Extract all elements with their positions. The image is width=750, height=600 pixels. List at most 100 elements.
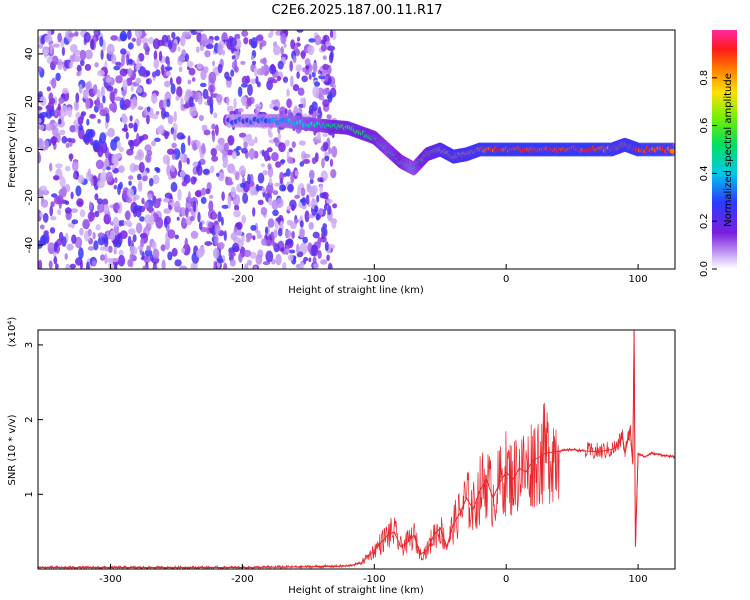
spectrogram-cell	[109, 103, 113, 112]
spectrogram-cell	[250, 37, 258, 49]
spectrogram-cell	[242, 192, 249, 204]
spectrogram-cell	[97, 69, 105, 77]
spectrogram-cell	[143, 42, 149, 51]
spectrogram-cell	[126, 197, 133, 204]
spectrogram-cell	[308, 109, 314, 115]
spectrogram-cell	[232, 200, 238, 206]
spectrogram-cell	[208, 221, 213, 229]
spectrogram-cell	[321, 191, 329, 199]
spectrogram-cell	[250, 224, 257, 231]
spectrogram-cell	[121, 127, 129, 132]
spectrogram-cell	[97, 236, 106, 246]
spectrogram-cell	[280, 33, 287, 45]
y-tick-label: 0	[24, 146, 35, 152]
spectrogram-cell	[145, 51, 150, 56]
spectrogram-cell	[70, 44, 78, 53]
spectrogram-cell	[127, 68, 133, 77]
colorbar-gradient	[712, 30, 737, 269]
spectrogram-cell	[55, 263, 59, 269]
spectrogram-cell	[282, 262, 287, 269]
spectrogram-cell	[181, 49, 187, 58]
spectrogram-cell	[212, 60, 215, 67]
spectrogram-cell	[152, 248, 160, 260]
spectrogram-cell	[279, 171, 284, 182]
spectrogram-cell	[121, 115, 128, 124]
spectrogram-cell	[278, 142, 286, 153]
spectrogram-x-label: Height of straight line (km)	[288, 285, 424, 296]
spectrogram-cell	[75, 92, 80, 103]
spectrogram-cell	[136, 36, 142, 47]
spectrogram-cell	[165, 71, 172, 77]
spectrogram-cell	[178, 160, 182, 172]
snr-y-ticks: 3 2 1	[24, 342, 43, 498]
spectrogram-cell	[312, 85, 320, 98]
spectrogram-cell	[314, 81, 321, 87]
spectrogram-cell	[322, 141, 329, 151]
spectrogram-cell	[229, 259, 236, 267]
spectrogram-cell	[253, 66, 258, 77]
spectrogram-cell	[292, 55, 297, 63]
spectrogram-cell	[307, 44, 315, 56]
spectrogram-cell	[85, 97, 90, 110]
spectrogram-cell	[78, 84, 83, 94]
spectrogram-cell	[66, 243, 74, 251]
spectrogram-cell	[105, 171, 114, 183]
spectrogram-cell	[195, 30, 204, 33]
spectrogram-cell	[317, 130, 321, 140]
spectrogram-cell	[132, 234, 137, 243]
colorbar-label: Normalized spectral amplitude	[723, 73, 734, 227]
spectrogram-cell	[257, 199, 264, 205]
spectrogram-cell	[297, 36, 301, 42]
spectrogram-cell	[138, 52, 145, 62]
spectrogram-cell	[129, 139, 135, 151]
spectrogram-cell	[220, 216, 224, 226]
spectrogram-cell	[262, 57, 267, 65]
spectrogram-cell	[156, 125, 165, 135]
spectrogram-cell	[187, 79, 192, 85]
spectrogram-cell	[302, 159, 310, 164]
spectrogram-y-ticks: 40 20 0 -20 -40	[24, 48, 43, 253]
spectrogram-cell	[227, 197, 232, 209]
spectrogram-cell	[268, 197, 273, 206]
spectrogram-cell	[205, 188, 211, 195]
spectrogram-cell	[42, 46, 50, 56]
spectrogram-cell	[99, 36, 104, 47]
spectrogram-cell	[155, 167, 161, 173]
spectrogram-cell	[237, 108, 244, 113]
spectrogram-cell	[226, 76, 232, 81]
spectrogram-cell	[136, 132, 140, 144]
spectrogram-cell	[92, 232, 96, 240]
spectrogram-cell	[97, 119, 101, 124]
spectrogram-cell	[132, 96, 137, 107]
spectrogram-cell	[131, 37, 137, 42]
y-tick-label: 40	[24, 48, 35, 61]
spectrogram-cell	[65, 263, 71, 269]
spectrogram-cell	[152, 265, 158, 269]
spectrogram-cell	[205, 43, 214, 50]
spectrogram-cell	[64, 253, 68, 260]
spectrogram-cell	[117, 254, 126, 267]
spectrogram-cell	[260, 163, 266, 168]
spectrogram-cell	[312, 256, 317, 264]
y-tick-label: 20	[24, 95, 35, 108]
spectrogram-cell	[241, 30, 249, 37]
spectrogram-cell	[194, 93, 199, 103]
spectrogram-cell	[38, 66, 43, 73]
spectrogram-cell	[97, 202, 105, 214]
spectrogram-cell	[217, 258, 224, 264]
spectrogram-cell	[289, 60, 294, 72]
spectrogram-cell	[82, 134, 91, 143]
spectrogram-cell	[117, 165, 125, 174]
spectrogram-cell	[322, 99, 330, 108]
spectrogram-cell	[70, 208, 79, 214]
spectrogram-cell	[180, 142, 186, 155]
spectrogram-cell	[164, 80, 171, 88]
snr-panel: -300 -200 -100 0 100 3 2 1 Height of straight …	[7, 317, 676, 596]
spectrogram-cell	[163, 111, 170, 118]
spectrogram-cell	[100, 86, 105, 98]
spectrogram-cell	[56, 195, 64, 204]
spectrogram-cell	[229, 37, 237, 48]
spectrogram-cell	[266, 79, 273, 91]
spectrogram-cell	[240, 182, 247, 188]
spectrogram-cell	[85, 82, 90, 90]
